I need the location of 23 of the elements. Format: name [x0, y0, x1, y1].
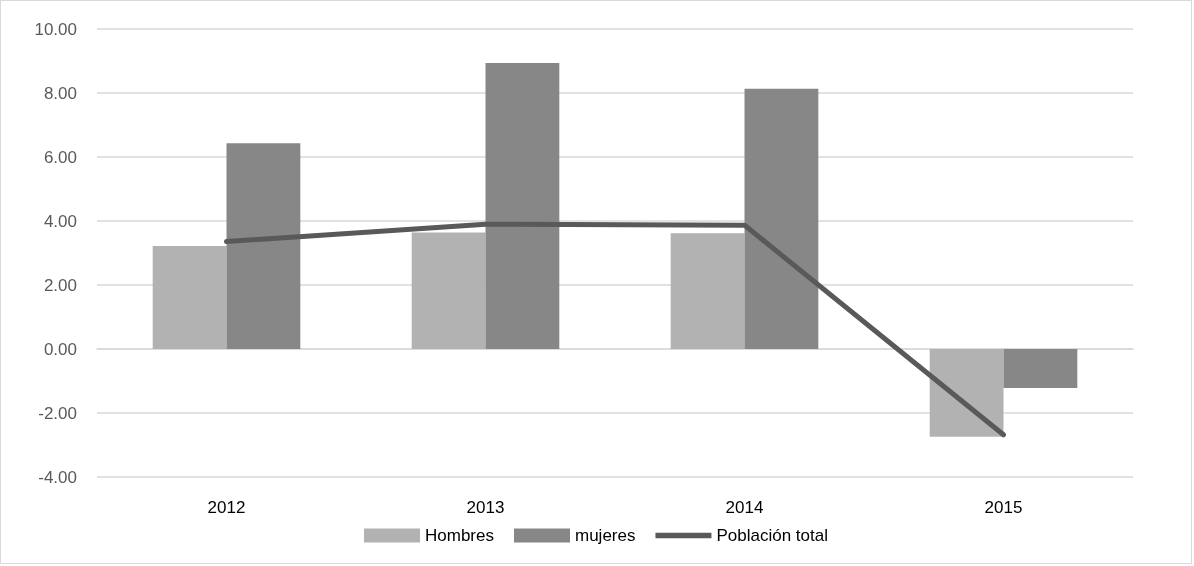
- bar: [929, 349, 1004, 437]
- legend-label: Hombres: [425, 526, 494, 545]
- y-tick-label: -4.00: [38, 467, 77, 487]
- legend-label: mujeres: [574, 526, 636, 545]
- bar: [411, 232, 486, 349]
- y-tick-label: 2.00: [43, 275, 77, 295]
- y-tick-label: 8.00: [43, 83, 77, 103]
- x-tick-label: 2012: [207, 498, 246, 517]
- x-tick-label: 2015: [984, 498, 1023, 517]
- bar: [226, 143, 301, 349]
- x-tick-label: 2013: [466, 498, 505, 517]
- bar: [744, 88, 819, 349]
- legend-label: Población total: [716, 526, 828, 545]
- bar: [485, 62, 560, 349]
- y-tick-label: 4.00: [43, 211, 77, 231]
- y-tick-label: 10.00: [34, 19, 77, 39]
- y-tick-label: 6.00: [43, 147, 77, 167]
- x-tick-label: 2014: [725, 498, 764, 517]
- y-tick-label: 0.00: [43, 339, 77, 359]
- bar: [670, 233, 745, 349]
- y-tick-label: -2.00: [38, 403, 77, 423]
- bar: [1003, 349, 1078, 389]
- bar: [152, 245, 227, 349]
